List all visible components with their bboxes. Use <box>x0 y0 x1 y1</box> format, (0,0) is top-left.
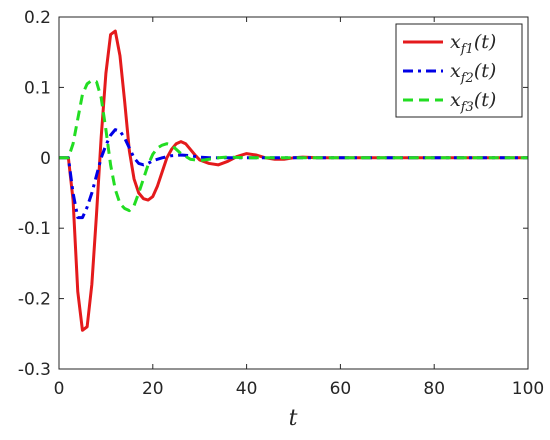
x-tick-label: 20 <box>142 379 164 399</box>
legend-entry-base: x <box>450 89 461 111</box>
legend-entry-2: xf2(t) <box>450 60 496 86</box>
legend-entry-subscript: f1 <box>460 42 474 57</box>
legend: xf1(t)xf2(t)xf3(t) <box>395 23 523 118</box>
x-axis-label: t <box>289 406 298 431</box>
y-tick-label: 0.2 <box>24 8 51 28</box>
x-tick-label: 40 <box>236 379 258 399</box>
series-line-2 <box>59 128 528 220</box>
legend-entry-subscript: f3 <box>460 100 474 115</box>
y-tick-label: 0 <box>40 149 51 169</box>
x-tick-label: 0 <box>54 379 65 399</box>
x-tick-label: 60 <box>330 379 352 399</box>
legend-box <box>395 23 523 118</box>
x-tick-label: 80 <box>423 379 445 399</box>
legend-entry-3: xf3(t) <box>450 89 496 115</box>
legend-entry-subscript: f2 <box>460 71 474 86</box>
y-tick-label: -0.1 <box>18 219 51 239</box>
legend-entry-base: x <box>450 60 461 82</box>
tick-labels: 0 20 40 60 80 100 -0.3 -0.2 -0.1 0 0.1 0.2 <box>18 8 544 399</box>
series-layer <box>59 29 528 332</box>
y-tick-label: -0.2 <box>18 290 51 310</box>
series-line-3 <box>59 78 528 213</box>
legend-entry-argument: (t) <box>474 31 496 53</box>
legend-entry-base: x <box>450 31 461 53</box>
legend-entry-1: xf1(t) <box>450 31 496 57</box>
plot-frame <box>58 16 529 370</box>
y-tick-label: 0.1 <box>24 78 51 98</box>
y-tick-label: -0.3 <box>18 360 51 380</box>
legend-entry-argument: (t) <box>474 60 496 82</box>
x-tick-label: 100 <box>512 379 544 399</box>
legend-entry-argument: (t) <box>474 89 496 111</box>
